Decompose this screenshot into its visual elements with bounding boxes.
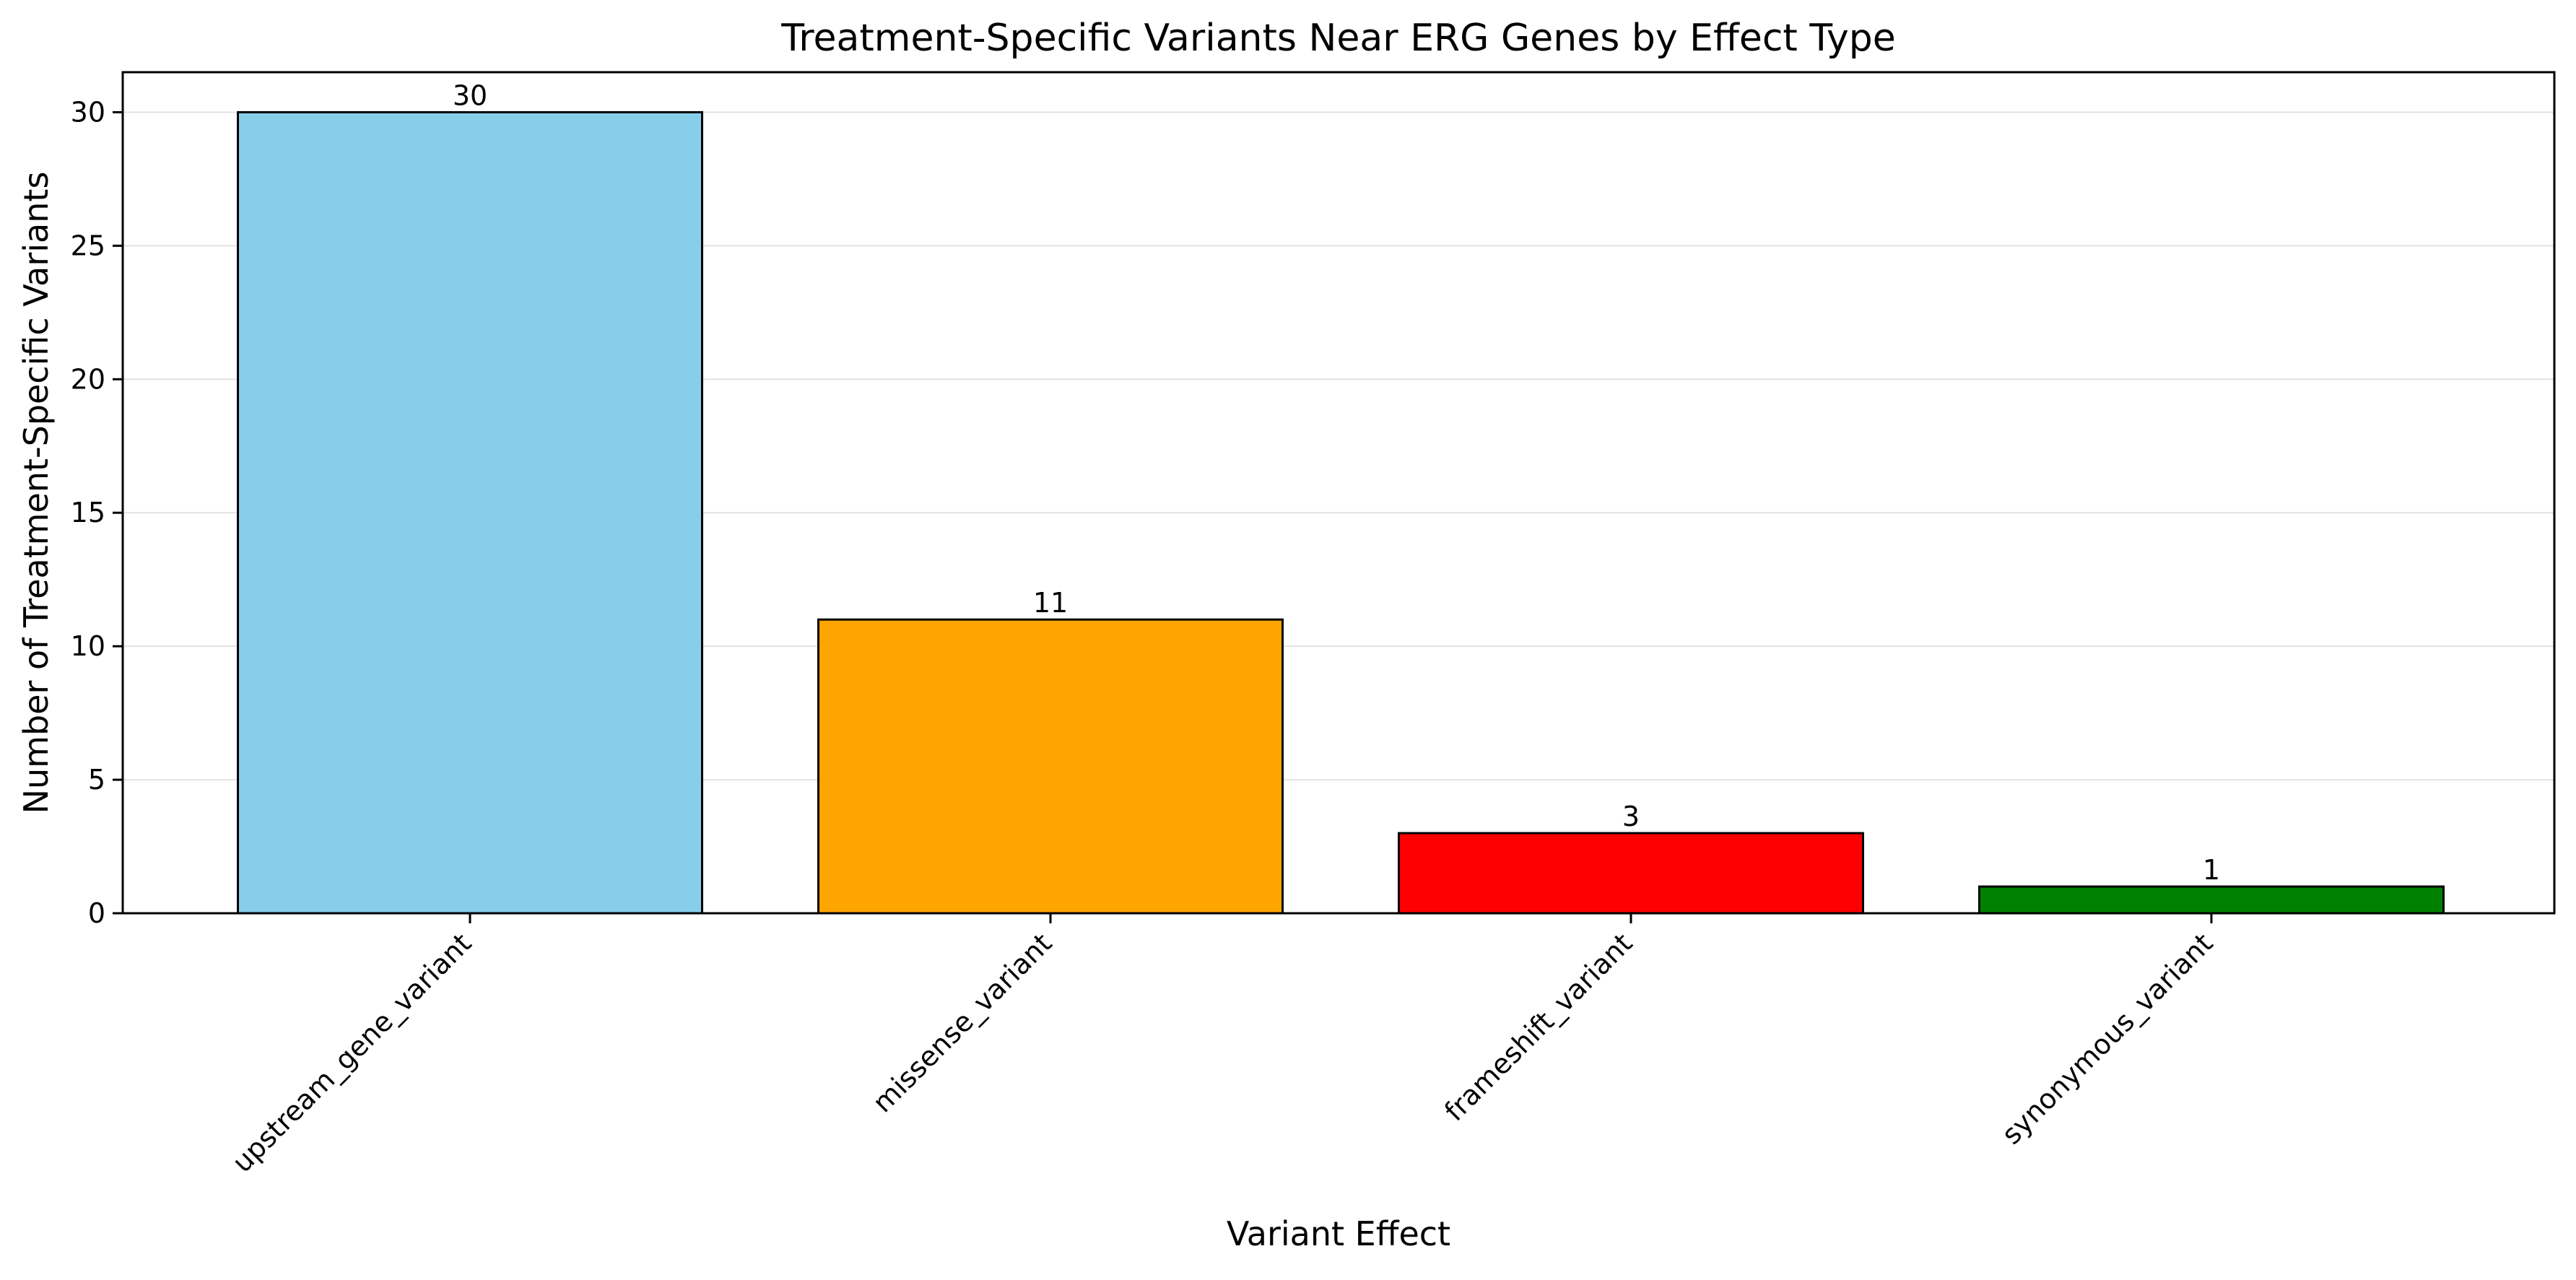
bar-missense_variant — [817, 618, 1284, 915]
x-axis-ticks: upstream_gene_variant missense_variant fra… — [226, 913, 2219, 1179]
y-tick-label: 25 — [71, 230, 105, 261]
y-tick-label: 10 — [71, 630, 105, 662]
x-tick-label: frameshift_variant — [1438, 927, 1638, 1127]
y-axis-ticks: 0 5 10 15 20 25 30 — [71, 96, 123, 929]
data-label: 1 — [2203, 854, 2220, 886]
y-tick-label: 0 — [88, 897, 105, 929]
y-tick-label: 30 — [71, 96, 105, 128]
x-tick-label: missense_variant — [866, 927, 1058, 1118]
bar-frameshift_variant — [1398, 832, 1864, 915]
data-labels: 30 11 3 1 — [453, 79, 2220, 886]
plot-frame — [121, 71, 2556, 915]
bar-upstream_gene_variant — [237, 110, 703, 915]
x-axis-label: Variant Effect — [1227, 1214, 1450, 1253]
data-label: 3 — [1622, 801, 1640, 832]
y-tick-label: 5 — [88, 764, 105, 796]
y-axis-label: Number of Treatment-Specific Variants — [17, 172, 56, 814]
y-tick-label: 15 — [71, 497, 105, 528]
chart-title: Treatment-Specific Variants Near ERG Gen… — [780, 17, 1896, 60]
x-tick-label: upstream_gene_variant — [226, 927, 477, 1178]
bars — [237, 110, 2445, 915]
x-tick-label: synonymous_variant — [1996, 927, 2219, 1150]
y-tick-label: 20 — [71, 363, 105, 395]
data-label: 30 — [453, 79, 487, 111]
data-label: 11 — [1033, 587, 1068, 619]
bar-synonymous_variant — [1978, 885, 2445, 915]
